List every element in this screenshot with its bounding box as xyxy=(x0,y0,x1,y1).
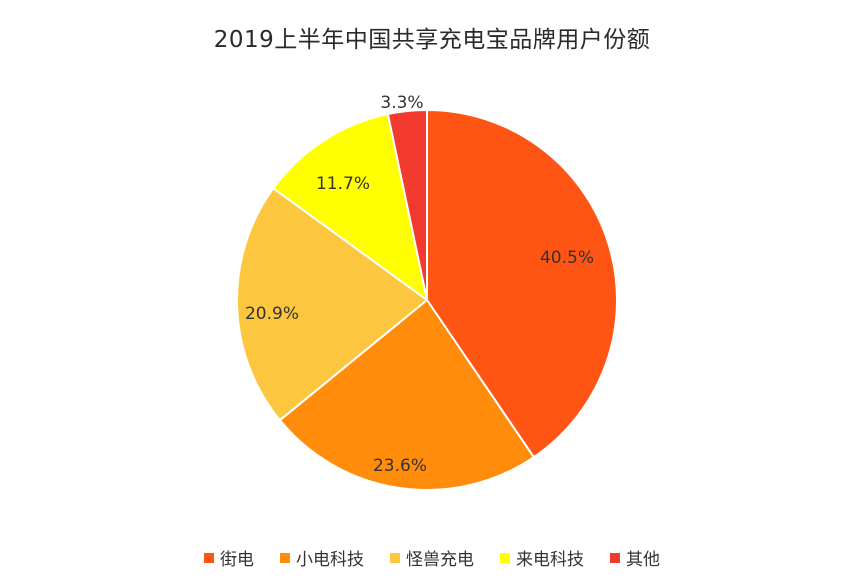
pie-slice xyxy=(386,108,428,301)
slice-data-label: 11.7% xyxy=(316,174,370,194)
pie-slice xyxy=(236,186,429,422)
legend-swatch xyxy=(500,552,510,563)
legend-label: 其他 xyxy=(626,550,660,570)
slice-data-label: 23.6% xyxy=(373,456,427,476)
legend-swatch xyxy=(610,552,620,563)
slice-data-label: 3.3% xyxy=(380,93,423,113)
pie-slice xyxy=(278,298,536,491)
legend-swatch xyxy=(280,552,290,563)
legend-label: 怪兽充电 xyxy=(406,550,474,570)
legend-label: 小电科技 xyxy=(296,550,364,570)
slice-data-label: 20.9% xyxy=(245,304,299,324)
chart-title: 2019上半年中国共享充电宝品牌用户份额 xyxy=(213,27,651,53)
slice-data-label: 40.5% xyxy=(540,248,594,268)
legend: 街电 小电科技 怪兽充电 来电科技 其他 xyxy=(0,545,864,570)
legend-swatch xyxy=(390,552,400,563)
pie-slice xyxy=(426,108,618,459)
pie-slice xyxy=(271,112,429,303)
legend-item-jiedian: 街电 xyxy=(204,545,254,570)
legend-item-guaishou: 怪兽充电 xyxy=(390,545,474,570)
legend-item-other: 其他 xyxy=(610,545,660,570)
legend-item-xiaodian: 小电科技 xyxy=(280,545,364,570)
legend-label: 街电 xyxy=(220,550,254,570)
legend-swatch xyxy=(204,552,214,563)
legend-item-laidian: 来电科技 xyxy=(500,545,584,570)
legend-label: 来电科技 xyxy=(516,550,584,570)
